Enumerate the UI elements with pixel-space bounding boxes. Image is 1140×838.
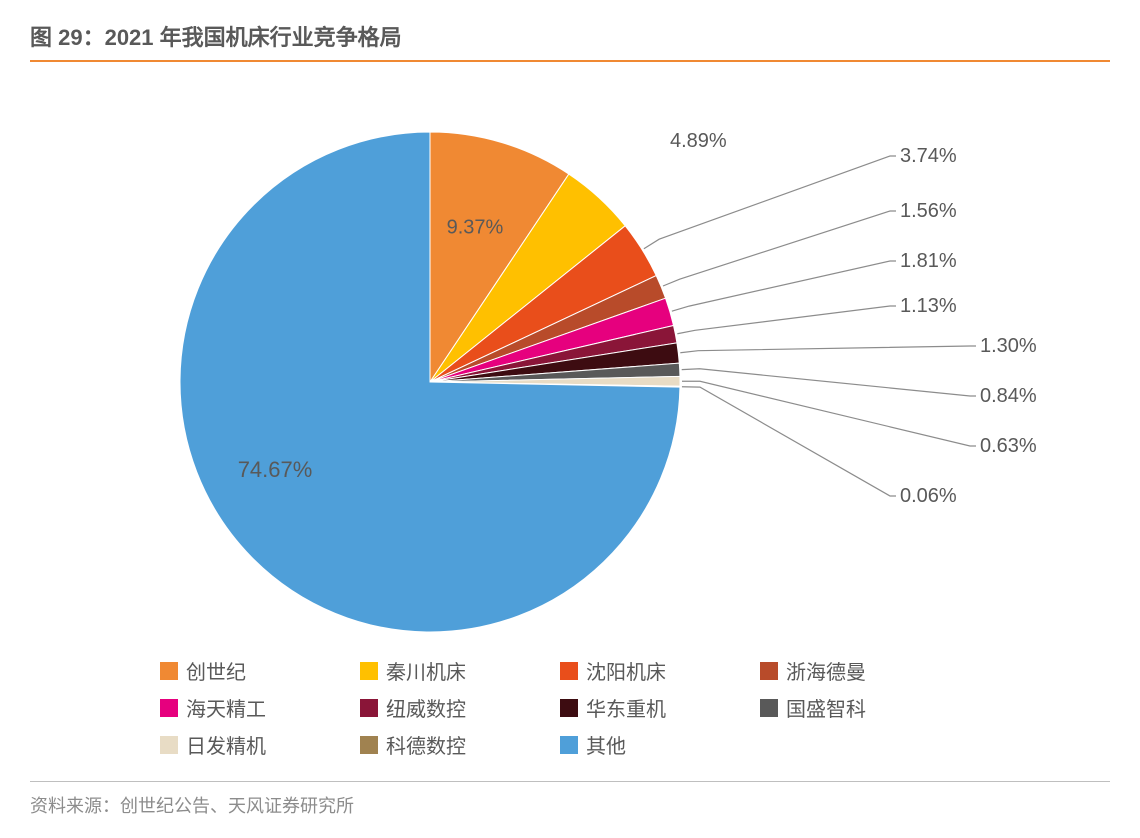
legend-swatch xyxy=(560,662,578,680)
slice-label: 0.06% xyxy=(900,485,957,507)
legend: 创世纪 秦川机床 沈阳机床 浙海德曼海天精工 纽威数控 华东重机 国盛智科日发精机 科德数控 其… xyxy=(160,652,980,763)
slice-label: 0.84% xyxy=(980,385,1037,407)
legend-label: 创世纪 xyxy=(186,656,246,685)
legend-item: 国盛智科 xyxy=(760,693,960,722)
legend-swatch xyxy=(360,736,378,754)
legend-label: 科德数控 xyxy=(386,730,466,759)
leader-line xyxy=(680,346,976,353)
title-divider xyxy=(30,60,1110,62)
legend-label: 海天精工 xyxy=(186,693,266,722)
leader-line xyxy=(672,261,896,311)
slice-label: 1.81% xyxy=(900,250,957,272)
legend-label: 秦川机床 xyxy=(386,656,466,685)
legend-item: 浙海德曼 xyxy=(760,656,960,685)
pie-chart: 9.37% 4.89% 3.74% 1.56% 1.81% 1.13% 1.30% 0.84%… xyxy=(30,82,1110,642)
legend-item: 日发精机 xyxy=(160,730,360,759)
leader-line xyxy=(682,369,976,396)
legend-swatch xyxy=(760,662,778,680)
slice-label: 1.13% xyxy=(900,295,957,317)
legend-swatch xyxy=(560,736,578,754)
legend-item: 秦川机床 xyxy=(360,656,560,685)
legend-swatch xyxy=(160,736,178,754)
legend-item: 创世纪 xyxy=(160,656,360,685)
legend-label: 浙海德曼 xyxy=(786,656,866,685)
legend-item: 海天精工 xyxy=(160,693,360,722)
legend-label: 国盛智科 xyxy=(786,693,866,722)
legend-swatch xyxy=(760,699,778,717)
chart-title: 图 29：2021 年我国机床行业竞争格局 xyxy=(30,20,1110,52)
legend-item: 沈阳机床 xyxy=(560,656,760,685)
legend-label: 纽威数控 xyxy=(386,693,466,722)
slice-label: 74.67% xyxy=(238,457,313,482)
legend-item: 华东重机 xyxy=(560,693,760,722)
slice-label: 9.37% xyxy=(447,217,504,239)
slice-label: 1.56% xyxy=(900,200,957,222)
legend-swatch xyxy=(360,699,378,717)
leader-line xyxy=(682,381,976,446)
legend-swatch xyxy=(560,699,578,717)
source-text: 资料来源：创世纪公告、天风证券研究所 xyxy=(30,792,1110,818)
slice-label: 1.30% xyxy=(980,335,1037,357)
footer-divider xyxy=(30,781,1110,782)
legend-item: 其他 xyxy=(560,730,760,759)
legend-label: 沈阳机床 xyxy=(586,656,666,685)
slice-label: 3.74% xyxy=(900,145,957,167)
legend-label: 其他 xyxy=(586,730,626,759)
legend-swatch xyxy=(360,662,378,680)
legend-label: 日发精机 xyxy=(186,730,266,759)
slice-label: 4.89% xyxy=(670,130,727,152)
legend-item: 科德数控 xyxy=(360,730,560,759)
slice-label: 0.63% xyxy=(980,435,1037,457)
leader-line xyxy=(677,306,896,334)
leader-line xyxy=(644,156,896,249)
legend-swatch xyxy=(160,699,178,717)
legend-label: 华东重机 xyxy=(586,693,666,722)
leader-line xyxy=(663,211,896,286)
legend-item: 纽威数控 xyxy=(360,693,560,722)
legend-swatch xyxy=(160,662,178,680)
